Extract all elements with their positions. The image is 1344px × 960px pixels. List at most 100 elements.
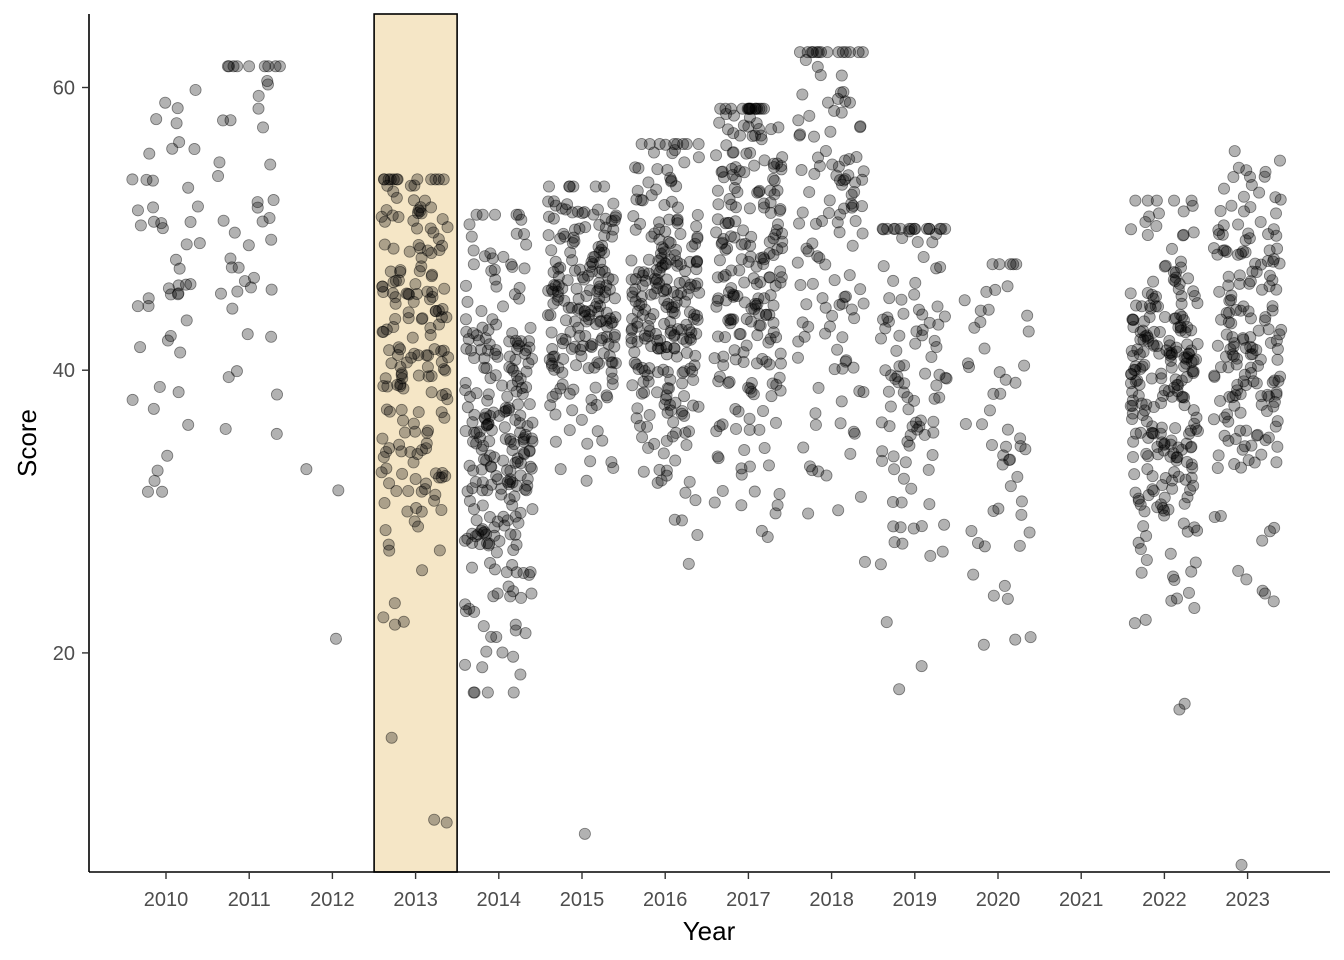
data-point-2011-26 bbox=[241, 328, 254, 341]
data-point-2023-127 bbox=[1225, 199, 1238, 212]
data-point-2017-182 bbox=[747, 272, 760, 285]
data-point-2017-115 bbox=[711, 184, 724, 197]
data-point-2017-3 bbox=[758, 292, 771, 305]
data-point-2018-25 bbox=[801, 46, 814, 59]
data-point-2018-1 bbox=[847, 425, 860, 438]
data-point-2017-213 bbox=[767, 248, 780, 261]
data-point-2022-110 bbox=[1151, 440, 1164, 453]
data-point-2015-103 bbox=[542, 284, 555, 297]
data-point-2017-216 bbox=[737, 224, 750, 237]
data-point-2010-7 bbox=[180, 238, 193, 251]
data-point-2014-258 bbox=[524, 460, 537, 473]
data-point-2023-130 bbox=[1211, 248, 1224, 261]
data-point-2013-161 bbox=[378, 238, 391, 251]
data-point-2014-118 bbox=[495, 488, 508, 501]
data-point-2020-14 bbox=[982, 303, 995, 316]
data-point-2011-10 bbox=[263, 211, 276, 224]
data-point-2022-249 bbox=[1178, 697, 1191, 710]
data-point-2019-23 bbox=[882, 315, 895, 328]
data-point-2013-103 bbox=[432, 304, 445, 317]
data-point-2013-117 bbox=[377, 451, 390, 464]
data-point-2019-103 bbox=[920, 222, 933, 235]
data-point-2014-243 bbox=[467, 464, 480, 477]
data-point-2017-35 bbox=[708, 496, 721, 509]
data-point-2017-209 bbox=[738, 276, 751, 289]
data-point-2013-163 bbox=[436, 213, 449, 226]
data-point-2013-70 bbox=[397, 414, 410, 427]
data-point-2022-41 bbox=[1178, 399, 1191, 412]
data-point-2014-56 bbox=[491, 587, 504, 600]
data-point-2020-30 bbox=[958, 294, 971, 307]
data-point-2022-83 bbox=[1128, 617, 1141, 630]
data-point-2013-138 bbox=[387, 321, 400, 334]
data-point-2011-16 bbox=[257, 121, 270, 134]
data-point-2015-20 bbox=[565, 342, 578, 355]
data-point-2022-28 bbox=[1164, 354, 1177, 367]
data-point-2014-186 bbox=[510, 385, 523, 398]
data-point-2017-30 bbox=[719, 268, 732, 281]
data-point-2014-140 bbox=[485, 478, 498, 491]
data-point-2014-195 bbox=[485, 630, 498, 643]
data-point-2015-76 bbox=[548, 350, 561, 363]
data-point-2022-128 bbox=[1126, 413, 1139, 426]
data-point-2015-170 bbox=[579, 309, 592, 322]
data-point-2011-0 bbox=[228, 226, 241, 239]
data-point-2017-129 bbox=[722, 286, 735, 299]
data-point-2011-36 bbox=[243, 60, 256, 73]
data-point-2022-74 bbox=[1158, 509, 1171, 522]
data-point-2014-72 bbox=[490, 318, 503, 331]
data-point-2016-172 bbox=[641, 369, 654, 382]
data-point-2019-87 bbox=[877, 223, 890, 236]
data-point-2014-11 bbox=[498, 519, 511, 532]
data-point-2018-108 bbox=[810, 46, 823, 59]
data-point-2015-131 bbox=[546, 343, 559, 356]
data-point-2018-40 bbox=[833, 298, 846, 311]
data-point-2014-228 bbox=[518, 448, 531, 461]
data-point-2017-142 bbox=[735, 462, 748, 475]
data-point-2017-90 bbox=[716, 484, 729, 497]
data-point-2022-123 bbox=[1150, 194, 1163, 207]
data-point-2019-30 bbox=[911, 236, 924, 249]
data-point-2017-159 bbox=[763, 235, 776, 248]
data-point-2016-87 bbox=[686, 365, 699, 378]
data-point-2023-67 bbox=[1231, 352, 1244, 365]
data-point-2019-35 bbox=[897, 386, 910, 399]
data-point-2022-137 bbox=[1138, 404, 1151, 417]
data-point-2016-208 bbox=[682, 557, 695, 570]
data-point-2023-39 bbox=[1237, 245, 1250, 258]
data-point-2023-31 bbox=[1219, 350, 1232, 363]
data-point-2019-26 bbox=[899, 456, 912, 469]
data-point-2016-109 bbox=[629, 273, 642, 286]
data-point-2014-146 bbox=[469, 475, 482, 488]
data-point-2011-30 bbox=[251, 201, 264, 214]
data-point-2014-233 bbox=[490, 280, 503, 293]
data-point-2014-217 bbox=[459, 376, 472, 389]
data-point-2013-126 bbox=[376, 280, 389, 293]
data-point-2013-113 bbox=[420, 477, 433, 490]
data-point-2018-99 bbox=[819, 301, 832, 314]
data-point-2016-90 bbox=[666, 305, 679, 318]
data-point-2015-64 bbox=[559, 333, 572, 346]
data-point-2018-22 bbox=[799, 54, 812, 67]
data-point-2018-51 bbox=[834, 86, 847, 99]
data-point-2018-90 bbox=[803, 109, 816, 122]
data-point-2013-90 bbox=[421, 244, 434, 257]
data-point-2017-4 bbox=[708, 352, 721, 365]
data-point-2022-148 bbox=[1155, 436, 1168, 449]
data-point-2019-69 bbox=[933, 368, 946, 381]
data-point-2015-65 bbox=[605, 215, 618, 228]
data-point-2013-172 bbox=[401, 505, 414, 518]
data-point-2015-90 bbox=[545, 357, 558, 370]
data-point-2022-25 bbox=[1156, 479, 1169, 492]
data-point-2018-94 bbox=[792, 114, 805, 127]
data-point-2014-145 bbox=[466, 482, 479, 495]
data-point-2014-141 bbox=[504, 473, 517, 486]
data-point-2015-98 bbox=[589, 301, 602, 314]
data-point-2013-3 bbox=[426, 268, 439, 281]
data-point-2014-57 bbox=[476, 523, 489, 536]
data-point-2018-66 bbox=[854, 490, 867, 503]
data-point-2013-85 bbox=[394, 361, 407, 374]
data-point-2022-56 bbox=[1140, 415, 1153, 428]
data-point-2017-117 bbox=[711, 450, 724, 463]
data-point-2014-45 bbox=[460, 342, 473, 355]
